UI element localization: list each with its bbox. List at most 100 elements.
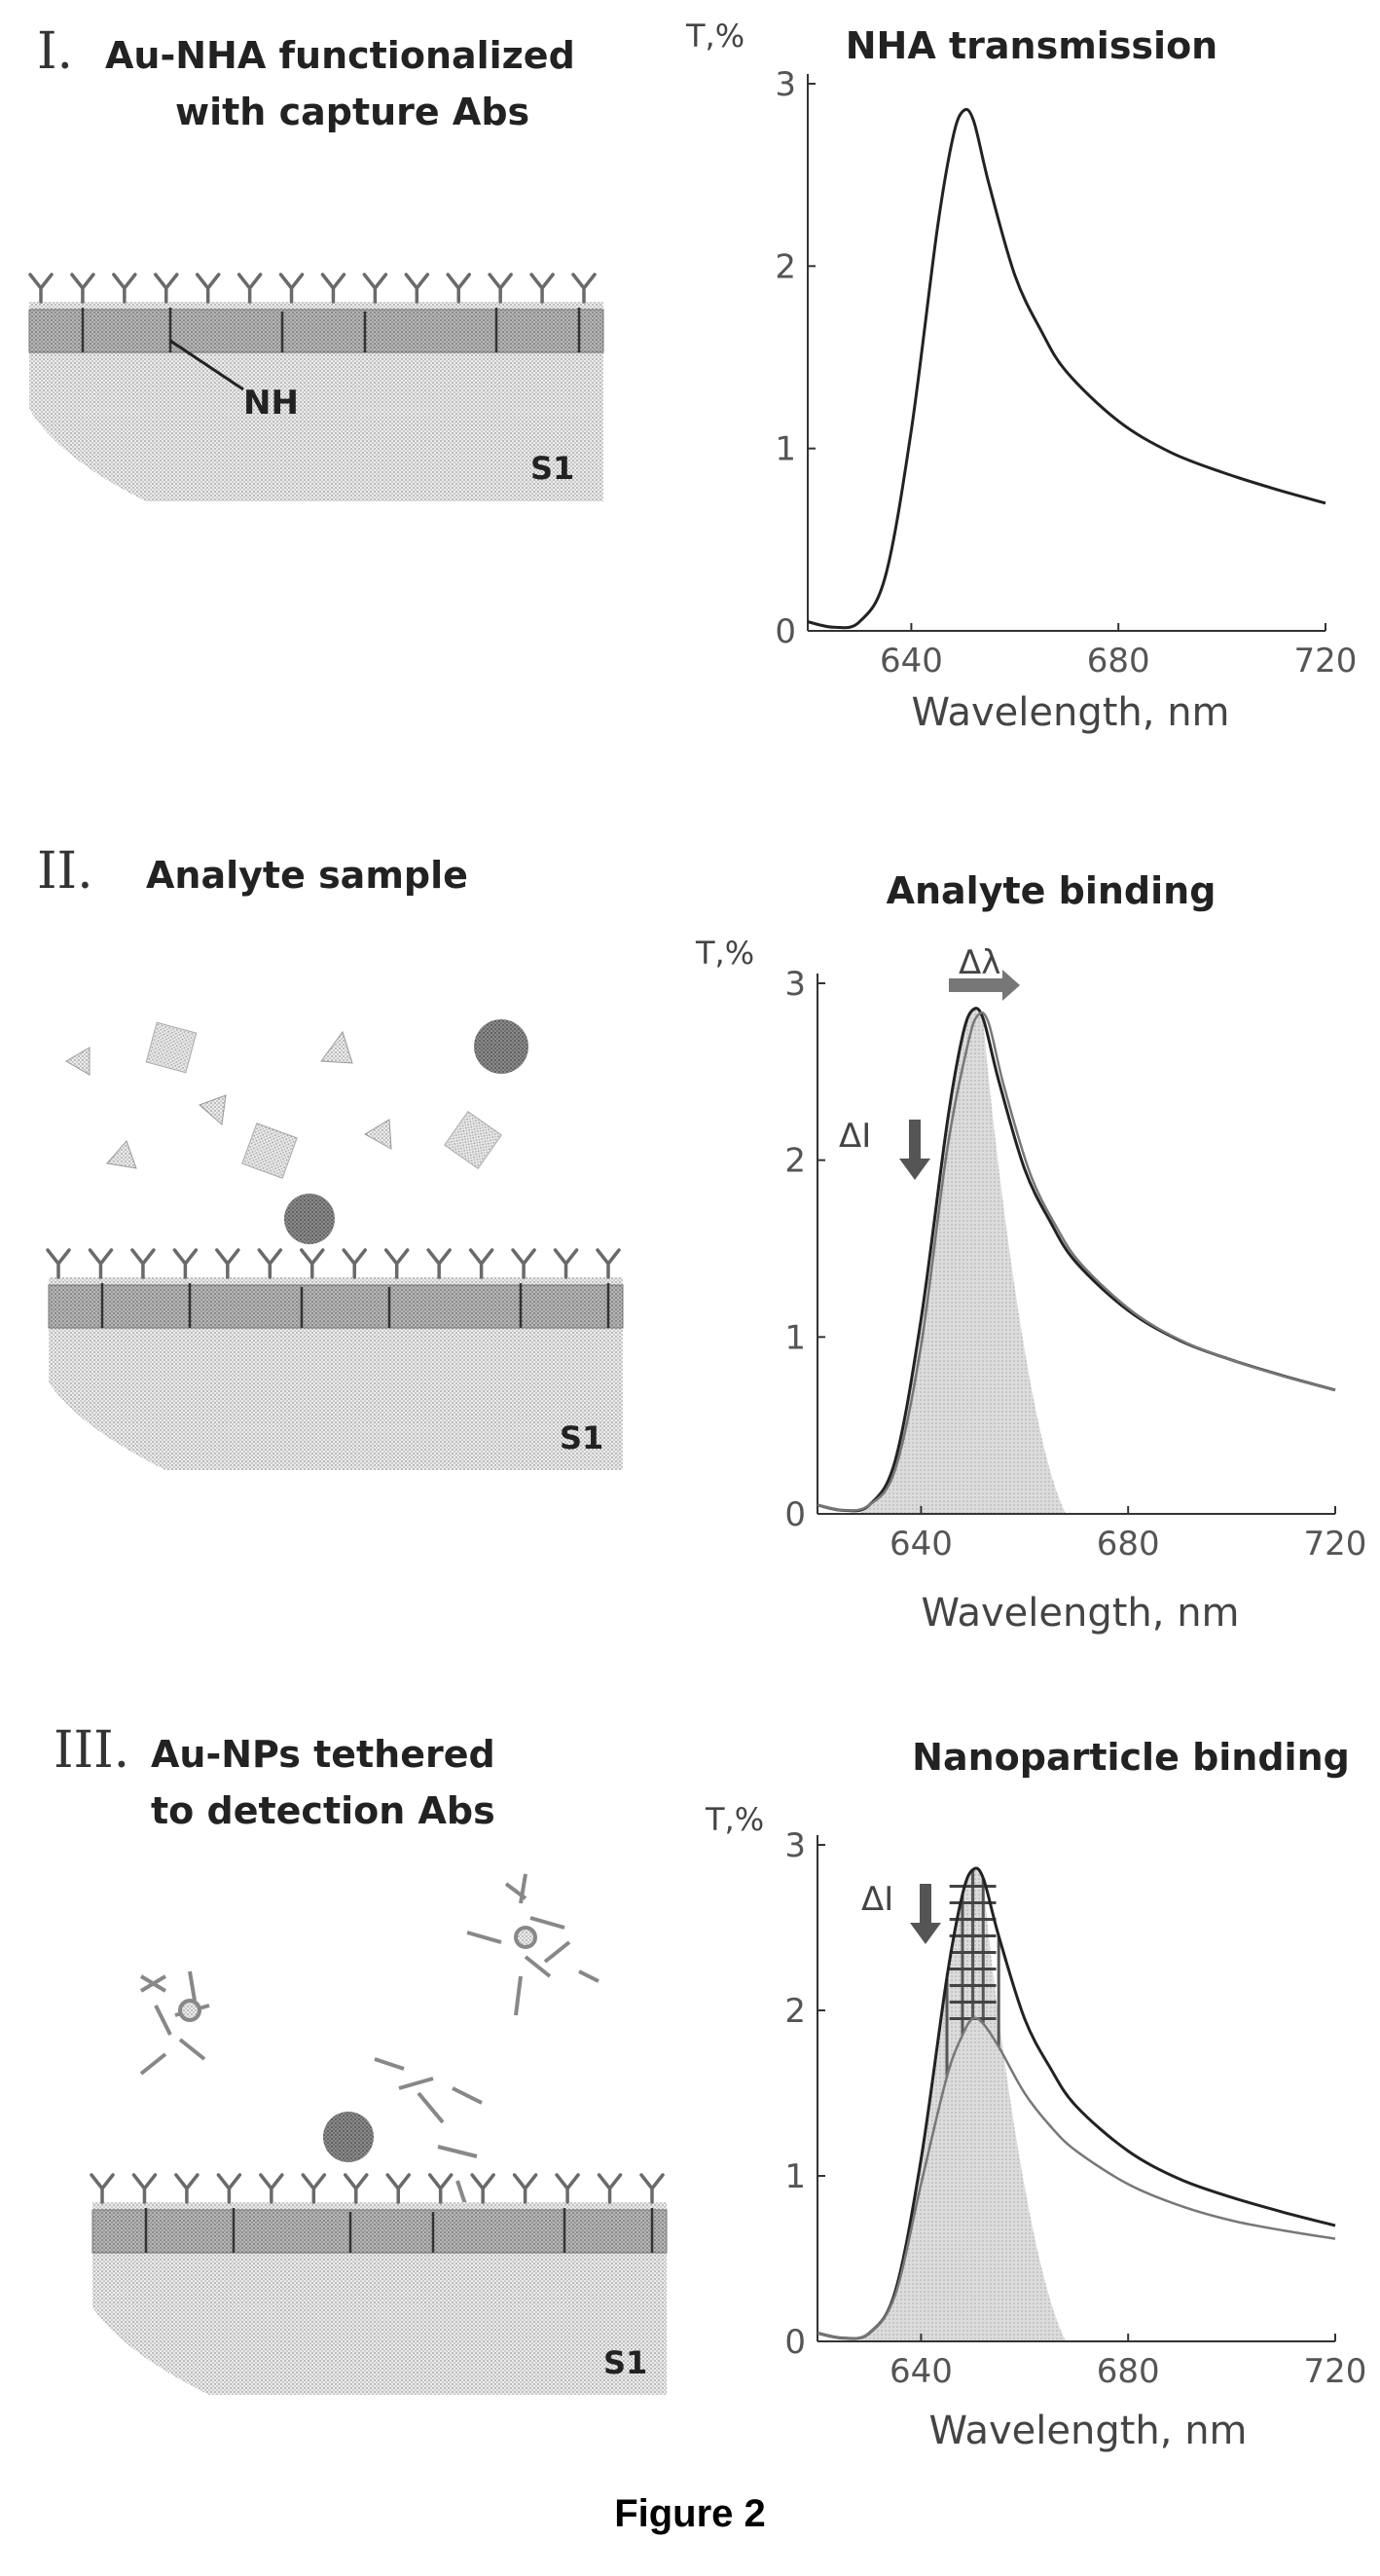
x-tick-label: 720 <box>1294 642 1358 681</box>
series-line-2 <box>817 2016 1336 2340</box>
panel-2-delta-i: ΔI <box>839 1117 871 1156</box>
panel-2-chart-title: Analyte binding <box>887 869 1217 912</box>
capture-antibody <box>130 1248 156 1279</box>
panel-3-chart-title: Nanoparticle binding <box>912 1736 1350 1779</box>
panel-1: I. Au-NHA functionalized with capture Ab… <box>28 18 1357 735</box>
capture-antibody <box>300 1248 325 1279</box>
panel-2-shift-arrow <box>949 970 1020 1001</box>
capture-antibody <box>427 2173 454 2204</box>
panel-1-nh-pointer <box>169 339 244 391</box>
capture-antibody <box>512 2173 538 2204</box>
panel-1-x-label: Wavelength, nm <box>911 690 1229 735</box>
capture-antibody <box>596 1248 621 1279</box>
panel-1-capture-antibodies <box>28 273 597 304</box>
x-tick-label: 640 <box>880 642 943 681</box>
y-tick-label: 1 <box>775 430 796 469</box>
panel-3-gold-film <box>92 2210 667 2253</box>
x-tick-label: 680 <box>1097 1525 1160 1564</box>
capture-antibody <box>112 273 137 304</box>
capture-antibody <box>172 1248 199 1279</box>
analyte-triangle <box>320 1030 353 1064</box>
panel-3-chart: Nanoparticle binding T,% Wavelength, nm … <box>705 1736 1366 2453</box>
panel-2-plot: 0 1 2 3 640 680 720 <box>784 965 1366 1564</box>
detection-ab-conjugate <box>466 1873 599 2016</box>
x-tick-label: 720 <box>1304 1525 1367 1564</box>
capture-antibody <box>597 2173 623 2204</box>
analyte-sphere <box>474 1019 528 1074</box>
panel-3-drop-arrow <box>910 1884 941 1944</box>
panel-1-chart-title: NHA transmission <box>846 24 1218 67</box>
capture-antibody <box>216 2173 242 2204</box>
series-line-1 <box>817 1866 1336 2340</box>
y-tick-label: 1 <box>784 1318 806 1357</box>
analyte-triangle <box>199 1094 227 1125</box>
panel-3: III. Au-NPs tethered to detection Abs <box>54 1721 1366 2453</box>
panel-2-substrate-illustration: S1 <box>46 1248 624 1470</box>
panel-1-nanoholes <box>81 308 581 352</box>
analyte-triangle <box>106 1140 137 1169</box>
capture-antibody <box>46 1248 71 1279</box>
capture-antibody <box>511 1248 536 1279</box>
capture-antibody <box>342 1248 367 1279</box>
capture-antibody <box>488 273 513 304</box>
y-tick-label: 3 <box>775 65 796 104</box>
capture-antibody <box>131 2173 158 2204</box>
y-tick-label: 2 <box>784 1992 806 2031</box>
panel-3-delta-i: ΔI <box>861 1880 893 1919</box>
capture-antibody <box>426 1248 452 1279</box>
capture-antibody <box>320 273 346 304</box>
capture-antibody <box>88 1248 114 1279</box>
panel-2: II. Analyte sample S1 <box>37 842 1366 1636</box>
panel-2-gold-film <box>49 1285 623 1328</box>
bound-gold-nanoparticle <box>323 2112 374 2162</box>
panel-1-title-line-1: Au-NHA functionalized <box>105 34 575 77</box>
capture-antibody <box>362 273 388 304</box>
capture-antibody <box>70 273 95 304</box>
capture-antibody <box>278 273 305 304</box>
x-tick-label: 640 <box>890 1525 953 1564</box>
panel-3-title-line-1: Au-NPs tethered <box>151 1733 495 1776</box>
panel-1-chart: NHA transmission T,% Wavelength, nm 0 1 2 3… <box>685 18 1357 735</box>
series-line-2 <box>817 1011 1336 1512</box>
capture-antibody <box>553 1248 579 1279</box>
panel-2-chart: Analyte binding T,% Wavelength, nm 0 1 2 3 6… <box>695 869 1366 1636</box>
x-tick-label: 680 <box>1087 642 1150 681</box>
panel-1-y-label: T,% <box>685 18 744 55</box>
capture-antibody <box>555 2173 580 2204</box>
absorbance-shading <box>858 1009 1067 1514</box>
x-tick-label: 720 <box>1304 2352 1367 2391</box>
y-tick-label: 0 <box>784 2323 806 2362</box>
y-tick-label: 1 <box>784 2157 806 2196</box>
capture-antibody <box>446 273 471 304</box>
bound-detection-ab-conjugate <box>374 2057 483 2211</box>
capture-antibody <box>259 2173 284 2204</box>
x-tick-label: 640 <box>890 2352 953 2391</box>
series-line-1 <box>807 107 1326 630</box>
panel-3-capture-antibodies <box>90 2173 665 2204</box>
panel-2-x-label: Wavelength, nm <box>921 1591 1239 1636</box>
capture-antibody <box>215 1248 240 1279</box>
capture-antibody <box>385 2173 411 2204</box>
panel-2-analytes <box>65 1019 528 1244</box>
panel-1-numeral: I. <box>37 22 73 81</box>
y-tick-label: 0 <box>784 1495 806 1534</box>
capture-antibody <box>174 2173 200 2204</box>
panel-2-title-line-1: Analyte sample <box>146 854 468 897</box>
x-tick-label: 680 <box>1097 2352 1160 2391</box>
panel-2-capture-antibodies <box>46 1248 621 1279</box>
capture-antibody <box>90 2173 115 2204</box>
panel-2-numeral: II. <box>37 842 93 901</box>
capture-antibody <box>639 2173 665 2204</box>
capture-antibody <box>236 273 263 304</box>
panel-3-substrate-label: S1 <box>603 2344 647 2381</box>
capture-antibody <box>28 273 54 304</box>
y-tick-label: 0 <box>775 612 796 651</box>
panel-1-substrate-label: S1 <box>530 450 574 487</box>
detection-ab-conjugate <box>139 1970 210 2076</box>
panel-1-gold-film <box>29 310 603 352</box>
y-tick-label: 3 <box>784 965 806 1004</box>
panel-1-plot: 0 1 2 3 640 680 720 <box>775 65 1357 681</box>
y-tick-label: 2 <box>784 1142 806 1181</box>
capture-antibody <box>529 273 555 304</box>
